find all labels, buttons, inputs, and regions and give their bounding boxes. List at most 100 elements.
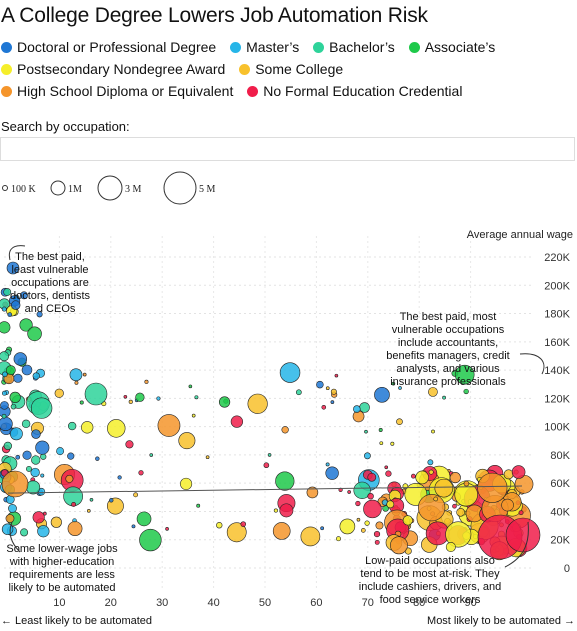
occupation-bubble[interactable]: [84, 382, 108, 406]
occupation-bubble[interactable]: [35, 440, 50, 455]
occupation-bubble[interactable]: [375, 521, 384, 530]
occupation-bubble[interactable]: [306, 486, 319, 499]
occupation-bubble[interactable]: [135, 392, 145, 402]
occupation-bubble[interactable]: [325, 462, 330, 467]
occupation-bubble[interactable]: [95, 456, 100, 461]
occupation-bubble[interactable]: [40, 453, 47, 460]
occupation-bubble[interactable]: [26, 465, 32, 472]
occupation-bubble[interactable]: [1, 470, 29, 498]
occupation-bubble[interactable]: [367, 492, 374, 500]
occupation-bubble[interactable]: [144, 379, 149, 384]
occupation-bubble[interactable]: [3, 288, 12, 296]
occupation-bubble[interactable]: [391, 381, 396, 386]
occupation-bubble[interactable]: [7, 312, 13, 317]
occupation-bubble[interactable]: [410, 473, 416, 479]
occupation-bubble[interactable]: [13, 352, 28, 366]
occupation-bubble[interactable]: [79, 400, 84, 405]
occupation-bubble[interactable]: [194, 395, 199, 400]
occupation-bubble[interactable]: [295, 389, 302, 396]
occupation-bubble[interactable]: [427, 459, 434, 466]
occupation-bubble[interactable]: [89, 497, 94, 502]
occupation-bubble[interactable]: [138, 470, 144, 476]
occupation-bubble[interactable]: [390, 441, 395, 446]
occupation-bubble[interactable]: [21, 419, 31, 429]
occupation-bubble[interactable]: [247, 393, 268, 414]
occupation-bubble[interactable]: [180, 477, 193, 490]
occupation-bubble[interactable]: [384, 465, 389, 470]
occupation-bubble[interactable]: [31, 429, 41, 439]
legend-item-high-school[interactable]: High School Diploma or Equivalent: [1, 81, 233, 102]
occupation-bubble[interactable]: [205, 455, 210, 460]
occupation-bubble[interactable]: [396, 418, 403, 426]
occupation-bubble[interactable]: [321, 405, 327, 410]
occupation-bubble[interactable]: [67, 521, 83, 536]
occupation-bubble[interactable]: [37, 525, 50, 538]
occupation-bubble[interactable]: [32, 372, 40, 380]
occupation-bubble[interactable]: [139, 528, 162, 552]
occupation-bubble[interactable]: [267, 453, 272, 457]
occupation-bubble[interactable]: [363, 452, 371, 460]
legend-item-some-college[interactable]: Some College: [239, 59, 343, 80]
occupation-bubble[interactable]: [149, 453, 154, 457]
occupation-bubble[interactable]: [398, 386, 402, 390]
occupation-bubble[interactable]: [454, 364, 475, 385]
occupation-bubble[interactable]: [1, 413, 7, 419]
occupation-bubble[interactable]: [374, 539, 380, 545]
occupation-bubble[interactable]: [36, 311, 43, 318]
occupation-bubble[interactable]: [13, 373, 23, 383]
occupation-bubble[interactable]: [449, 472, 461, 484]
occupation-bubble[interactable]: [196, 503, 201, 508]
occupation-bubble[interactable]: [20, 528, 29, 537]
occupation-bubble[interactable]: [360, 528, 366, 533]
occupation-bubble[interactable]: [131, 524, 136, 529]
occupation-bubble[interactable]: [67, 452, 75, 460]
occupation-bubble[interactable]: [352, 410, 365, 423]
occupation-bubble[interactable]: [19, 318, 33, 332]
occupation-bubble[interactable]: [0, 401, 9, 410]
occupation-bubble[interactable]: [339, 518, 356, 535]
occupation-bubble[interactable]: [0, 416, 13, 432]
occupation-bubble[interactable]: [1, 306, 7, 312]
legend-item-associates[interactable]: Associate’s: [408, 37, 495, 58]
legend-item-doctoral[interactable]: Doctoral or Professional Degree: [1, 37, 216, 58]
legend-item-bachelors[interactable]: Bachelor’s: [313, 37, 395, 58]
occupation-bubble[interactable]: [330, 400, 335, 404]
occupation-bubble[interactable]: [275, 471, 295, 491]
occupation-bubble[interactable]: [6, 261, 20, 275]
occupation-bubble[interactable]: [300, 526, 321, 547]
occupation-bubble[interactable]: [364, 429, 368, 434]
occupation-bubble[interactable]: [56, 447, 65, 456]
occupation-bubble[interactable]: [363, 499, 382, 519]
occupation-bubble[interactable]: [5, 514, 15, 523]
occupation-bubble[interactable]: [178, 432, 196, 450]
occupation-bubble[interactable]: [263, 462, 270, 469]
occupation-bubble[interactable]: [442, 395, 446, 400]
occupation-bubble[interactable]: [9, 391, 21, 403]
occupation-bubble[interactable]: [334, 373, 339, 378]
occupation-bubble[interactable]: [191, 413, 196, 418]
occupation-bubble[interactable]: [123, 394, 128, 399]
occupation-bubble[interactable]: [50, 516, 62, 528]
occupation-bubble[interactable]: [359, 402, 370, 413]
occupation-bubble[interactable]: [434, 478, 454, 498]
occupation-bubble[interactable]: [65, 474, 74, 483]
occupation-bubble[interactable]: [0, 321, 11, 334]
occupation-bubble[interactable]: [418, 494, 446, 522]
occupation-bubble[interactable]: [347, 490, 351, 494]
occupation-bubble[interactable]: [356, 517, 361, 522]
occupation-bubble[interactable]: [463, 480, 470, 487]
occupation-bubble[interactable]: [273, 508, 278, 513]
occupation-bubble[interactable]: [218, 396, 231, 408]
occupation-bubble[interactable]: [74, 380, 79, 385]
occupation-bubble[interactable]: [22, 450, 32, 460]
occupation-bubble[interactable]: [353, 481, 371, 499]
occupation-bubble[interactable]: [320, 526, 325, 531]
occupation-bubble[interactable]: [27, 326, 42, 342]
occupation-bubble[interactable]: [67, 421, 77, 431]
occupation-bubble[interactable]: [10, 300, 21, 310]
occupation-search-input[interactable]: [0, 137, 575, 161]
occupation-bubble[interactable]: [456, 508, 465, 517]
occupation-bubble[interactable]: [54, 388, 64, 398]
occupation-bubble[interactable]: [82, 372, 87, 377]
occupation-bubble[interactable]: [136, 511, 152, 527]
